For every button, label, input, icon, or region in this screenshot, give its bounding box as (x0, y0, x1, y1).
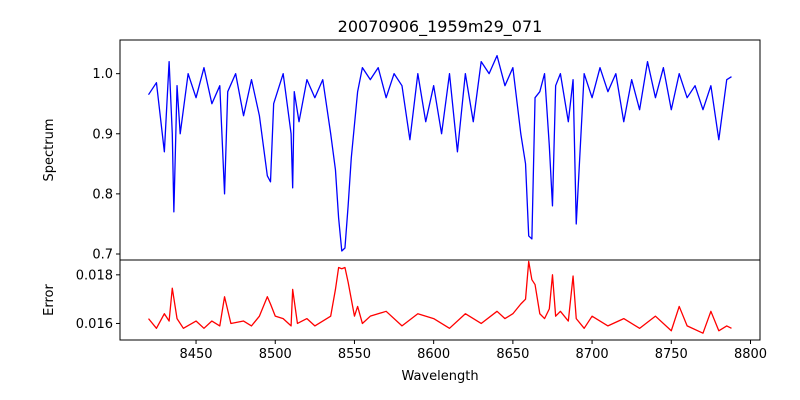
chart-title: 20070906_1959m29_071 (338, 17, 543, 37)
x-tick-label: 8600 (417, 347, 450, 362)
x-tick-label: 8450 (179, 347, 212, 362)
x-tick-label: 8700 (576, 347, 609, 362)
spectrum-line (147, 54, 732, 252)
spectrum-y-tick-label: 1.0 (92, 67, 113, 82)
error-y-tick-label: 0.016 (76, 317, 113, 332)
x-ticks: 8450 8500 8550 8600 8650 8700 8750 8800 (179, 340, 767, 362)
x-tick-label: 8800 (734, 347, 767, 362)
error-y-ticks: 0.016 0.018 (76, 268, 120, 332)
spectrum-y-tick-label: 0.7 (92, 247, 113, 262)
error-y-tick-label: 0.018 (76, 268, 113, 283)
x-axis-label: Wavelength (401, 369, 478, 384)
spectrum-y-tick-label: 0.8 (92, 187, 113, 202)
error-axes-frame (119, 259, 761, 341)
spectrum-y-axis-label: Spectrum (42, 119, 57, 182)
x-tick-label: 8500 (259, 347, 292, 362)
spectrum-y-tick-label: 0.9 (92, 127, 113, 142)
error-panel: 0.016 0.018 Error (42, 259, 761, 341)
x-tick-label: 8750 (655, 347, 688, 362)
spectrum-y-ticks: 0.7 0.8 0.9 1.0 (92, 67, 120, 262)
error-y-axis-label: Error (42, 284, 57, 316)
error-line (148, 260, 732, 334)
x-tick-label: 8650 (496, 347, 529, 362)
x-tick-label: 8550 (338, 347, 371, 362)
